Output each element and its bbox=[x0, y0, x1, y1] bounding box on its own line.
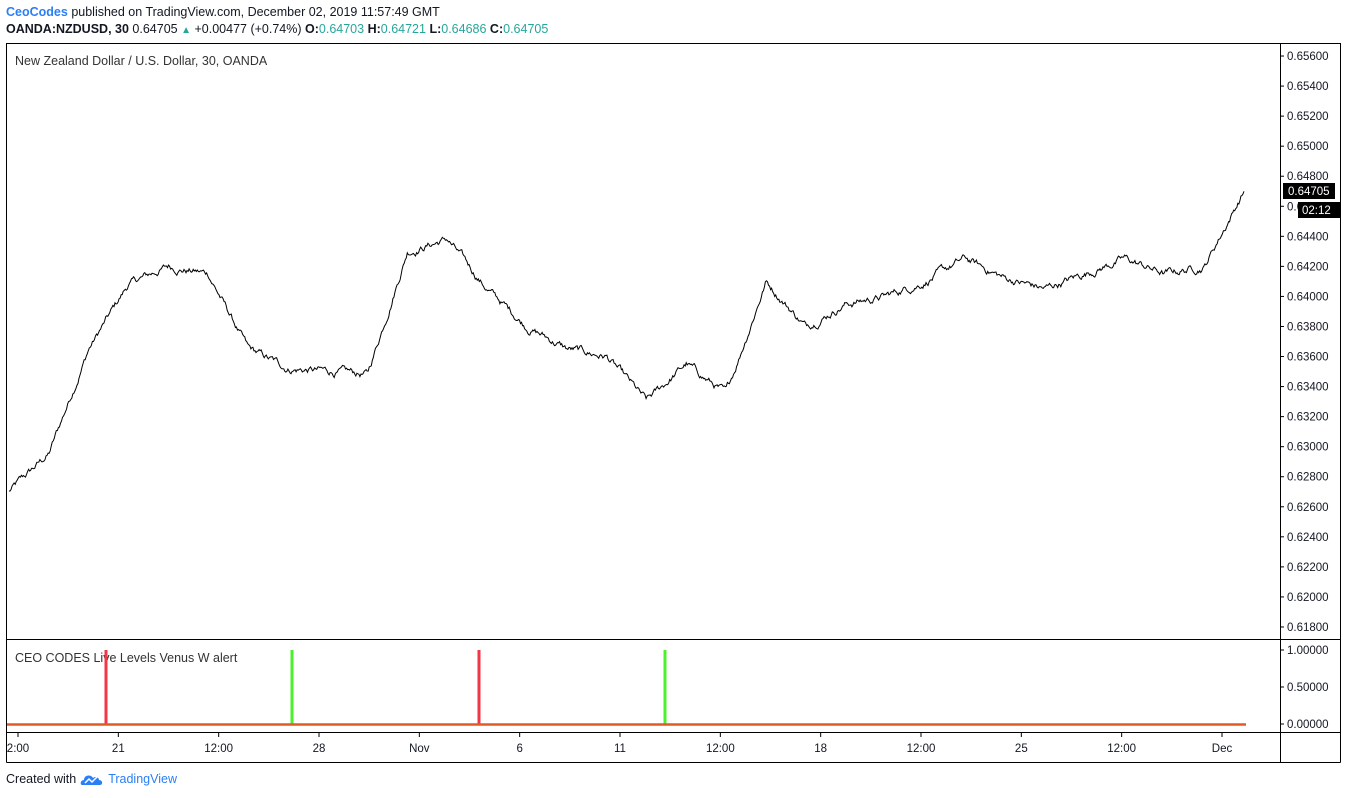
chart-frame bbox=[6, 43, 1341, 733]
price-tick-label: 0.64000 bbox=[1287, 291, 1329, 303]
symbol-label: OANDA:NZDUSD, 30 bbox=[6, 22, 129, 36]
price-tick-label: 0.62200 bbox=[1287, 562, 1329, 574]
price-tick-label: 0.64400 bbox=[1287, 231, 1329, 243]
price-tick-label: 0.62000 bbox=[1287, 592, 1329, 604]
publisher-link[interactable]: CeoCodes bbox=[6, 5, 68, 19]
countdown-tag: 02:12 bbox=[1302, 205, 1331, 217]
time-tick-label: 2:00 bbox=[7, 743, 29, 755]
price-tick-label: 0.61800 bbox=[1287, 622, 1329, 634]
price-tick-label: 0.62400 bbox=[1287, 532, 1329, 544]
indicator-tick-label: 1.00000 bbox=[1287, 645, 1329, 657]
open-label: O: bbox=[305, 22, 319, 36]
time-tick-label: 12:00 bbox=[907, 743, 936, 755]
last-price-tag: 0.64705 bbox=[1288, 186, 1330, 198]
indicator-tick-label: 0.50000 bbox=[1287, 682, 1329, 694]
published-text: published on TradingView.com, December 0… bbox=[71, 5, 440, 19]
time-tick-label: 21 bbox=[112, 743, 125, 755]
close-value: 0.64705 bbox=[503, 22, 549, 36]
time-tick-label: 12:00 bbox=[204, 743, 233, 755]
time-tick-label: 28 bbox=[313, 743, 326, 755]
price-axis[interactable]: 0.656000.654000.652000.650000.648000.646… bbox=[1280, 51, 1329, 634]
tradingview-brand-link[interactable]: TradingView bbox=[108, 772, 177, 786]
created-with-text: Created with bbox=[6, 772, 77, 786]
price-tick-label: 0.63800 bbox=[1287, 321, 1329, 333]
tradingview-logo-icon bbox=[80, 775, 103, 785]
low-label: L: bbox=[429, 22, 442, 36]
price-tick-label: 0.65200 bbox=[1287, 111, 1329, 123]
indicator-tick-label: 0.00000 bbox=[1287, 719, 1329, 731]
time-tick-label: 18 bbox=[814, 743, 827, 755]
time-tick-label: 11 bbox=[614, 743, 626, 755]
indicator-axis: 1.00000 0.50000 0.00000 bbox=[1280, 645, 1329, 731]
price-tick-label: 0.62800 bbox=[1287, 472, 1329, 484]
change-value: +0.00477 (+0.74%) bbox=[194, 22, 302, 36]
price-series-line bbox=[8, 191, 1245, 492]
price-tick-label: 0.63600 bbox=[1287, 352, 1329, 364]
price-tick-label: 0.65000 bbox=[1287, 141, 1329, 153]
price-tick-label: 0.65400 bbox=[1287, 81, 1329, 93]
time-axis[interactable]: 2:00 21 12:00 28 Nov 6 11 12:00 18 12:00 25 12:00 De… bbox=[7, 733, 1233, 755]
low-value: 0.64686 bbox=[441, 22, 487, 36]
symbol-header: OANDA:NZDUSD, 30 0.64705 ▲ +0.00477 (+0.… bbox=[6, 22, 548, 36]
last-price: 0.64705 bbox=[132, 22, 178, 36]
time-tick-label: Dec bbox=[1212, 743, 1233, 755]
price-tick-label: 0.63200 bbox=[1287, 412, 1329, 424]
price-tick-label: 0.64800 bbox=[1287, 171, 1329, 183]
last-price-marker: 0.64705 02:12 bbox=[1283, 183, 1340, 218]
indicator-pane-title: CEO CODES Live Levels Venus W alert bbox=[15, 651, 238, 665]
time-tick-label: 6 bbox=[516, 743, 522, 755]
footer: Created with TradingView bbox=[6, 772, 177, 786]
price-tick-label: 0.62600 bbox=[1287, 502, 1329, 514]
time-tick-label: 12:00 bbox=[706, 743, 735, 755]
publish-header: CeoCodes published on TradingView.com, D… bbox=[6, 5, 440, 19]
high-label: H: bbox=[367, 22, 381, 36]
close-label: C: bbox=[489, 22, 504, 36]
time-tick-label: Nov bbox=[409, 743, 430, 755]
main-pane-title: New Zealand Dollar / U.S. Dollar, 30, OA… bbox=[15, 54, 268, 68]
time-tick-label: 12:00 bbox=[1107, 743, 1136, 755]
high-value: 0.64721 bbox=[380, 22, 426, 36]
price-tick-label: 0.63000 bbox=[1287, 442, 1329, 454]
open-value: 0.64703 bbox=[318, 22, 365, 36]
price-tick-label: 0.63400 bbox=[1287, 382, 1329, 394]
alert-bars bbox=[104, 650, 667, 724]
price-tick-label: 0.65600 bbox=[1287, 51, 1329, 63]
up-triangle-icon: ▲ bbox=[181, 25, 191, 36]
price-tick-label: 0.64200 bbox=[1287, 261, 1329, 273]
time-tick-label: 25 bbox=[1015, 743, 1028, 755]
